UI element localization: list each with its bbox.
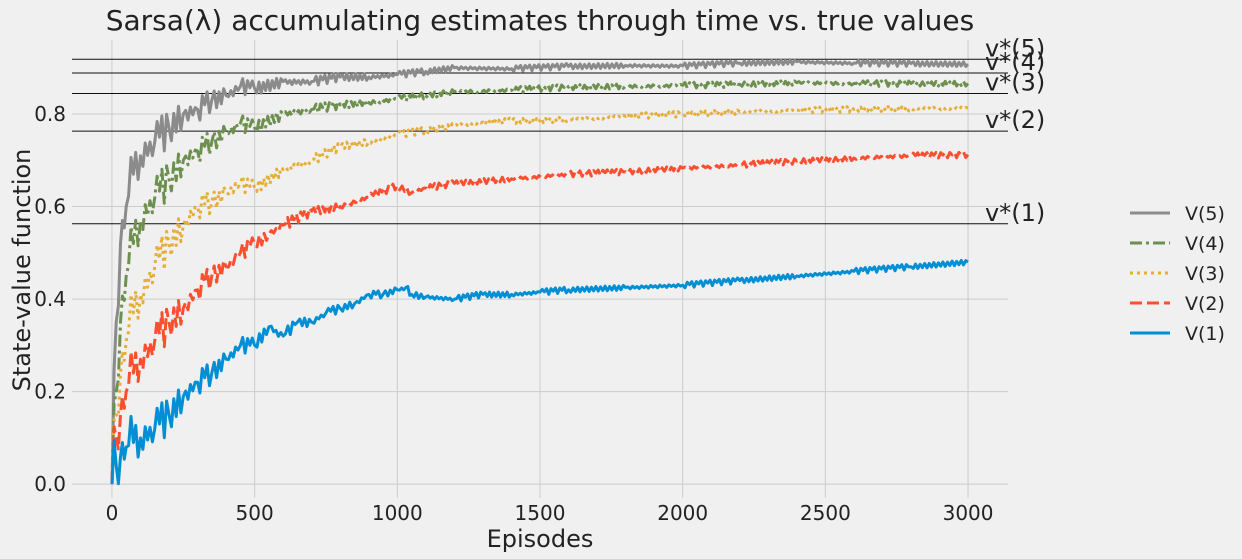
x-tick-label: 2500 xyxy=(800,501,851,525)
legend-entry: V(3) xyxy=(1185,263,1225,285)
series-line xyxy=(110,104,969,485)
y-tick-label: 0.8 xyxy=(34,102,66,126)
legend-entry: V(1) xyxy=(1185,323,1225,345)
legend-entry: V(2) xyxy=(1185,293,1225,315)
y-axis-label: State-value function xyxy=(8,149,36,392)
y-tick-label: 0.2 xyxy=(34,380,66,404)
x-tick-label: 1500 xyxy=(515,501,566,525)
y-tick-label: 0.4 xyxy=(34,287,66,311)
x-tick-label: 3000 xyxy=(943,501,994,525)
legend-frame xyxy=(1115,190,1235,348)
true-value-label: v*(5) xyxy=(985,34,1045,62)
x-tick-label: 0 xyxy=(106,501,119,525)
legend: V(5) V(4) V(3) V(2) V(1) xyxy=(1115,190,1235,348)
y-tick-label: 0.6 xyxy=(34,195,66,219)
x-axis-label: Episodes xyxy=(487,525,594,553)
true-value-label: v*(2) xyxy=(985,106,1045,134)
series-line xyxy=(110,150,970,485)
true-value-label: v*(1) xyxy=(985,199,1045,227)
legend-entry: V(4) xyxy=(1185,233,1225,255)
legend-entry: V(5) xyxy=(1185,203,1225,225)
x-tick-label: 1000 xyxy=(372,501,423,525)
tick-labels: 0 500 1000 1500 2000 2500 3000 0.0 0.2 0.4 0.6 0.8 xyxy=(34,102,993,525)
y-tick-label: 0.0 xyxy=(34,472,66,496)
grid-lines xyxy=(72,40,1008,498)
x-tick-label: 500 xyxy=(236,501,274,525)
series-line xyxy=(110,258,969,486)
series-line xyxy=(110,58,970,485)
reference-labels: v*(1) v*(2) v*(3)v*(4)v*(5) xyxy=(985,34,1045,226)
x-tick-label: 2000 xyxy=(657,501,708,525)
true-value-label: v*(4) xyxy=(985,48,1045,76)
series-lines xyxy=(110,58,970,486)
chart-title: Sarsa(λ) accumulating estimates through … xyxy=(106,4,975,37)
true-value-label: v*(3) xyxy=(985,69,1045,97)
series-line xyxy=(110,79,970,485)
